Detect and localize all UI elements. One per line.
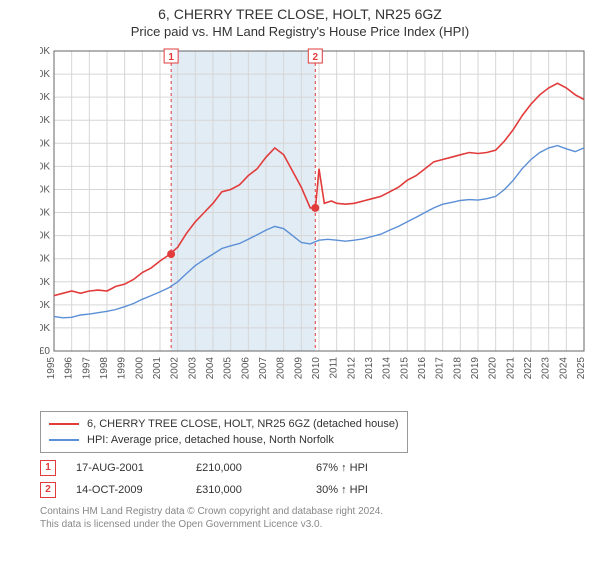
event-row: 2 14-OCT-2009£310,00030% ↑ HPI [40,479,600,501]
x-tick-label: 2017 [435,357,446,380]
event-line-label: 1 [168,52,174,63]
event-marker [311,204,319,212]
x-tick-label: 2001 [152,357,163,380]
y-tick-label: £400K [40,161,50,172]
y-tick-label: £250K [40,231,50,242]
x-tick-label: 2005 [223,357,234,380]
x-tick-label: 2003 [187,357,198,380]
x-tick-label: 2020 [488,357,499,380]
event-price: £310,000 [196,484,316,496]
legend-label: HPI: Average price, detached house, Nort… [87,434,334,446]
legend: 6, CHERRY TREE CLOSE, HOLT, NR25 6GZ (de… [40,411,408,453]
x-tick-label: 2013 [364,357,375,380]
footer-line-2: This data is licensed under the Open Gov… [40,518,600,531]
event-marker [167,250,175,258]
legend-item: 6, CHERRY TREE CLOSE, HOLT, NR25 6GZ (de… [49,416,399,432]
x-tick-label: 1999 [117,357,128,380]
footer-line-1: Contains HM Land Registry data © Crown c… [40,505,600,518]
x-tick-label: 1995 [46,357,57,380]
chart-svg: £0 £50K £100K £150K £200K £250K £300K £350K £400… [40,45,600,405]
y-tick-label: £350K [40,184,50,195]
event-date: 14-OCT-2009 [76,484,196,496]
y-tick-label: £500K [40,115,50,126]
x-tick-label: 2006 [240,357,251,380]
x-tick-label: 2004 [205,357,216,380]
page-subtitle: Price paid vs. HM Land Registry's House … [0,24,600,39]
y-tick-label: £450K [40,138,50,149]
event-marker-box: 1 [40,460,56,476]
chart: £0 £50K £100K £150K £200K £250K £300K £350K £400… [40,45,600,405]
event-date: 17-AUG-2001 [76,462,196,474]
event-pct: 67% ↑ HPI [316,462,436,474]
legend-item: HPI: Average price, detached house, Nort… [49,432,399,448]
x-tick-label: 2011 [329,357,340,379]
x-tick-label: 2012 [346,357,357,380]
x-tick-label: 2018 [452,357,463,380]
y-tick-label: £50K [40,323,50,334]
x-tick-label: 2023 [541,357,552,380]
legend-swatch [49,423,79,425]
y-tick-label: £650K [40,46,50,57]
x-tick-label: 2021 [505,357,516,380]
x-tick-label: 2000 [134,357,145,380]
x-tick-label: 2015 [399,357,410,380]
event-pct: 30% ↑ HPI [316,484,436,496]
event-line-label: 2 [313,52,319,63]
y-tick-label: £550K [40,92,50,103]
y-tick-label: £200K [40,254,50,265]
x-tick-label: 1996 [64,357,75,380]
legend-swatch [49,439,79,441]
x-tick-label: 2019 [470,357,481,380]
y-tick-label: £0 [40,346,50,357]
x-tick-label: 2008 [276,357,287,380]
x-tick-label: 2025 [576,357,587,380]
page-title: 6, CHERRY TREE CLOSE, HOLT, NR25 6GZ [0,6,600,22]
x-tick-label: 1998 [99,357,110,380]
x-tick-label: 2024 [558,357,569,380]
x-tick-label: 2002 [170,357,181,380]
event-row: 1 17-AUG-2001£210,00067% ↑ HPI [40,457,600,479]
event-price: £210,000 [196,462,316,474]
x-tick-label: 2009 [293,357,304,380]
x-tick-label: 1997 [81,357,92,380]
legend-label: 6, CHERRY TREE CLOSE, HOLT, NR25 6GZ (de… [87,418,399,430]
y-tick-label: £100K [40,300,50,311]
footer: Contains HM Land Registry data © Crown c… [40,505,600,531]
x-tick-label: 2010 [311,357,322,380]
x-tick-label: 2007 [258,357,269,380]
y-tick-label: £300K [40,208,50,219]
event-table: 1 17-AUG-2001£210,00067% ↑ HPI 2 14-OCT-200… [40,457,600,501]
x-tick-label: 2016 [417,357,428,380]
x-tick-label: 2022 [523,357,534,380]
y-tick-label: £150K [40,277,50,288]
event-marker-box: 2 [40,482,56,498]
x-tick-label: 2014 [382,357,393,380]
y-tick-label: £600K [40,69,50,80]
